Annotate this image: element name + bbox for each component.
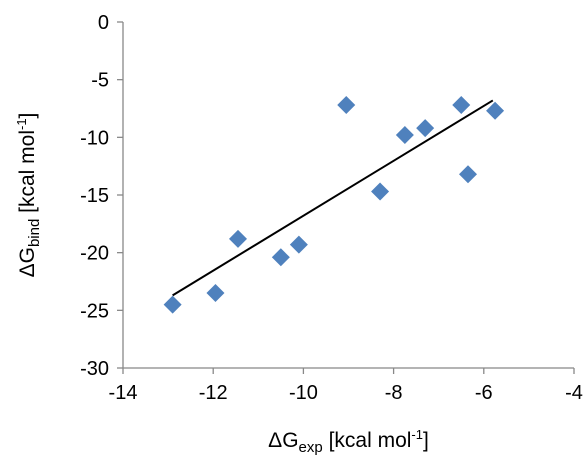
x-axis-title-symbol: ΔG <box>268 429 298 452</box>
y-axis-title-close: ] <box>16 113 39 119</box>
x-tick-label: -4 <box>565 382 583 404</box>
x-tick-label: -6 <box>475 382 493 404</box>
x-tick-label: -14 <box>109 382 138 404</box>
trendline <box>172 99 494 297</box>
y-axis-title-subscript: bind <box>26 219 43 247</box>
x-axis-title: ΔGexp [kcal mol-1] <box>268 427 429 456</box>
x-axis-ticks: -14 -12 -10 -8 -6 -4 <box>109 368 583 404</box>
data-point <box>206 284 225 303</box>
data-point <box>486 101 505 120</box>
data-point <box>371 182 390 201</box>
y-tick-label: -25 <box>80 300 109 322</box>
y-tick-label: -15 <box>80 185 109 207</box>
y-axis-title-unit: [kcal mol <box>16 130 39 219</box>
y-tick-label: 0 <box>98 12 109 34</box>
y-tick-label: -30 <box>80 358 109 380</box>
x-tick-label: -10 <box>289 382 318 404</box>
data-point <box>271 248 290 267</box>
data-point <box>229 229 248 248</box>
data-point <box>289 235 308 254</box>
data-points <box>163 96 505 314</box>
data-point <box>452 96 471 115</box>
y-axis-ticks: 0 -5 -10 -15 -20 -25 -30 <box>80 12 123 380</box>
data-point <box>416 119 435 138</box>
trendline-group <box>172 99 494 297</box>
y-axis-title-symbol: ΔG <box>16 247 39 277</box>
x-axis-title-unit: [kcal mol <box>323 429 412 452</box>
data-point <box>395 126 414 145</box>
y-axis-title: ΔGbind [kcal mol-1] <box>14 113 43 278</box>
data-point <box>163 295 182 314</box>
x-axis-title-close: ] <box>423 429 429 452</box>
x-axis-title-subscript: exp <box>299 439 323 456</box>
y-tick-label: -20 <box>80 243 109 265</box>
y-tick-label: -5 <box>91 70 109 92</box>
x-tick-label: -12 <box>199 382 228 404</box>
x-tick-label: -8 <box>385 382 403 404</box>
x-axis-title-superscript: -1 <box>411 427 423 442</box>
data-point <box>459 165 478 184</box>
data-point <box>337 96 356 115</box>
axes <box>122 22 574 369</box>
y-tick-label: -10 <box>80 127 109 149</box>
y-axis-title-superscript: -1 <box>14 118 29 130</box>
